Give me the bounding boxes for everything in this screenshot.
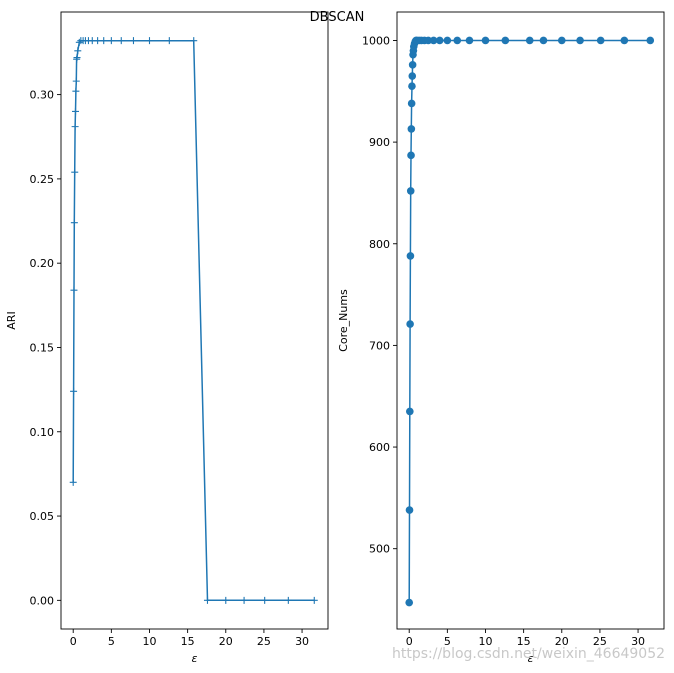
y-tick-label: 0.25 xyxy=(30,173,55,186)
data-point xyxy=(620,36,629,45)
data-point xyxy=(596,36,605,45)
x-tick-label: 30 xyxy=(631,635,645,648)
y-tick-label: 900 xyxy=(369,136,390,149)
data-point xyxy=(557,36,566,45)
data-point xyxy=(501,36,510,45)
data-point xyxy=(190,37,198,45)
data-point xyxy=(408,72,417,80)
x-axis-label: ε xyxy=(192,652,198,665)
data-point xyxy=(576,36,584,45)
data-point xyxy=(74,47,82,55)
core-nums-subplot: 0 5 10 15 20 25 30 500 600 700 800 900 1000 ε Core_Num… xyxy=(337,11,665,665)
x-axis-label: ε xyxy=(528,652,534,665)
y-tick-label: 800 xyxy=(369,238,390,251)
x-tick-label: 25 xyxy=(257,635,271,648)
data-point xyxy=(406,252,415,260)
ari-subplot: 0 5 10 15 20 25 30 0.00 0.05 0.10 0.15 0.20 0.25 0.30… xyxy=(5,11,329,665)
x-tick-label: 30 xyxy=(295,635,309,648)
data-point xyxy=(129,37,137,45)
data-point xyxy=(453,36,462,45)
x-tick-label: 10 xyxy=(142,635,156,648)
x-tick-label: 20 xyxy=(219,635,233,648)
data-point xyxy=(100,37,108,45)
data-point xyxy=(69,478,77,486)
data-point xyxy=(117,37,125,45)
data-point xyxy=(406,187,415,195)
series-line xyxy=(72,39,315,602)
data-point xyxy=(465,36,474,45)
y-tick-label: 0.30 xyxy=(30,89,55,102)
x-tick-label: 0 xyxy=(70,635,77,648)
data-point xyxy=(70,387,78,395)
data-point xyxy=(71,107,79,115)
data-point xyxy=(407,151,415,160)
data-point xyxy=(646,36,655,45)
watermark-text: https://blog.csdn.net/weixin_46649052 xyxy=(392,646,666,662)
data-point xyxy=(408,61,417,69)
x-tick-label: 15 xyxy=(517,635,531,648)
series-line xyxy=(408,39,651,603)
axes-frame xyxy=(60,11,329,630)
data-point xyxy=(70,219,78,227)
data-point xyxy=(75,38,83,46)
data-point xyxy=(481,36,490,45)
data-point xyxy=(240,596,248,604)
x-tick-label: 5 xyxy=(108,635,115,648)
y-axis-label: ARI xyxy=(5,311,18,329)
data-point xyxy=(405,598,414,607)
y-tick-label: 600 xyxy=(369,441,390,454)
y-axis-label: Core_Nums xyxy=(337,289,350,352)
x-tick-label: 20 xyxy=(555,635,569,648)
figure-title: DBSCAN xyxy=(309,10,365,25)
data-point xyxy=(525,36,534,45)
data-point xyxy=(73,54,81,62)
data-point xyxy=(71,123,79,131)
x-tick-label: 5 xyxy=(444,635,451,648)
data-point xyxy=(405,506,414,514)
data-point xyxy=(261,596,269,604)
data-point xyxy=(107,37,115,45)
y-tick-label: 0.05 xyxy=(30,510,55,523)
data-point xyxy=(435,36,444,45)
y-tick-label: 1000 xyxy=(362,34,390,47)
x-tick-label: 10 xyxy=(478,635,492,648)
x-tick-label: 0 xyxy=(406,635,413,648)
y-tick-label: 700 xyxy=(369,339,390,352)
data-point xyxy=(70,286,78,294)
y-tick-label: 500 xyxy=(369,543,390,556)
data-point xyxy=(165,37,173,45)
data-point xyxy=(145,37,153,45)
data-point xyxy=(310,596,318,604)
data-point xyxy=(94,37,102,45)
data-point xyxy=(71,168,79,176)
data-point xyxy=(406,407,414,416)
data-point xyxy=(72,87,80,95)
data-point xyxy=(72,77,80,85)
y-tick-label: 0.20 xyxy=(30,257,55,270)
data-point xyxy=(406,320,414,328)
y-tick-label: 0.10 xyxy=(30,426,55,439)
data-point xyxy=(429,36,438,45)
data-point xyxy=(424,36,433,45)
axes-frame xyxy=(396,11,665,630)
data-point xyxy=(408,82,416,91)
data-point xyxy=(203,596,211,604)
data-point xyxy=(407,99,416,108)
data-point xyxy=(407,125,416,133)
x-tick-label: 25 xyxy=(593,635,607,648)
y-tick-label: 0.00 xyxy=(30,594,55,607)
x-tick-label: 15 xyxy=(181,635,195,648)
data-point xyxy=(443,36,452,45)
data-point xyxy=(222,596,230,604)
y-tick-label: 0.15 xyxy=(30,341,55,354)
data-point xyxy=(539,36,548,45)
data-point xyxy=(284,596,292,604)
